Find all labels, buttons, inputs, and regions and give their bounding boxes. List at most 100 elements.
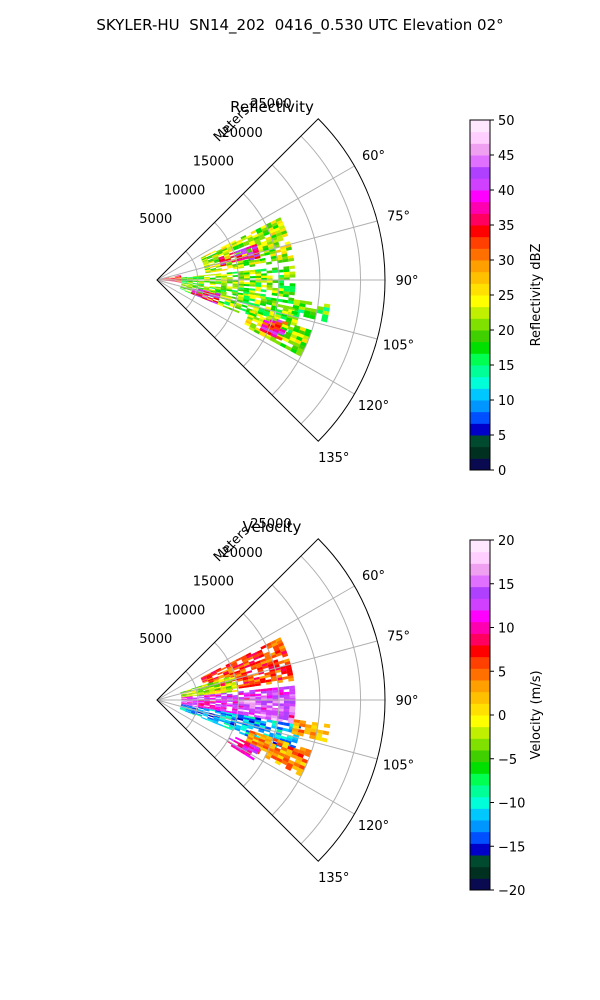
echo-cell [302, 334, 310, 341]
echo-cell [196, 291, 203, 295]
colorbar-swatch [470, 131, 490, 144]
echo-cell [163, 280, 170, 282]
echo-cell [291, 318, 298, 324]
echo-cell [243, 263, 250, 267]
echo-cell [275, 335, 283, 341]
echo-cell [264, 252, 271, 256]
echo-cell [249, 706, 256, 710]
echo-cell [187, 697, 193, 699]
echo-cell [242, 660, 249, 665]
echo-cell [281, 253, 288, 258]
echo-cell [299, 746, 307, 752]
echo-cell [298, 749, 306, 756]
echo-cell [261, 242, 268, 247]
echo-cell [249, 704, 256, 707]
echo-cell [269, 337, 276, 343]
velocity-panel: Velocity 5000 10000 15000 20000 25000 60° 75°… [139, 517, 544, 899]
echo-cell [208, 687, 215, 691]
echo-cell [209, 265, 216, 269]
echo-cell [297, 767, 304, 774]
echo-cell [266, 301, 273, 306]
echo-cell [282, 741, 290, 747]
echo-cell [294, 759, 302, 765]
echo-cell [202, 680, 209, 684]
echo-cell [180, 284, 187, 286]
echo-cell [277, 259, 284, 264]
range-tick-label: 10000 [164, 183, 205, 198]
echo-cell [291, 330, 299, 337]
echo-cell [293, 302, 300, 307]
echo-cell [192, 283, 199, 285]
echo-cell [251, 245, 258, 250]
echo-cell [263, 231, 270, 237]
echo-cell [203, 707, 210, 710]
echo-cell [243, 295, 250, 299]
echo-cell [201, 677, 207, 681]
velocity-grid [156, 538, 386, 862]
colorbar-swatch [470, 236, 490, 249]
echo-cell [285, 317, 293, 322]
echo-cell [276, 639, 283, 645]
colorbar-tick-label: −5 [498, 753, 517, 768]
echo-cell [197, 289, 204, 293]
echo-cell [209, 281, 216, 283]
echo-cell [265, 236, 272, 241]
echo-cell [169, 280, 176, 282]
echo-cell [202, 679, 208, 683]
echo-cell [263, 651, 270, 657]
echo-cell [186, 696, 193, 698]
range-tick-label: 15000 [193, 155, 234, 170]
colorbar-swatch [470, 796, 490, 809]
echo-cell [198, 288, 204, 292]
echo-cell [227, 700, 233, 702]
echo-cell [242, 720, 249, 725]
echo-cell [276, 728, 283, 734]
echo-cell [282, 757, 290, 763]
echo-cell [226, 289, 233, 292]
echo-cell [186, 693, 193, 696]
echo-cell [192, 285, 199, 288]
echo-cell [271, 712, 278, 717]
echo-cell [232, 694, 239, 698]
echo-cell [220, 262, 227, 266]
echo-cell [301, 758, 309, 764]
echo-cell [198, 282, 205, 285]
echo-cell [243, 272, 250, 275]
echo-cell [210, 250, 217, 254]
echo-cell [309, 314, 316, 320]
echo-cell [180, 693, 187, 696]
echo-cell [206, 674, 213, 679]
echo-cell [196, 686, 203, 689]
echo-cell [258, 653, 265, 659]
echo-cell [220, 688, 227, 691]
echo-cell [288, 297, 295, 302]
echo-cell [192, 693, 199, 695]
echo-cell [238, 285, 244, 288]
echo-cell [231, 683, 238, 686]
echo-cell [248, 720, 255, 724]
echo-cell [258, 309, 265, 314]
echo-cell [225, 716, 232, 720]
echo-cell [265, 735, 273, 741]
echo-cell [273, 749, 280, 755]
echo-cell [214, 292, 221, 295]
echo-cell [259, 295, 266, 300]
echo-cell [230, 681, 237, 685]
echo-cell [289, 706, 296, 710]
echo-cell [202, 294, 209, 297]
echo-cell [285, 331, 292, 337]
echo-cell [237, 717, 244, 721]
echo-cell [272, 689, 279, 693]
echo-cell [249, 708, 256, 712]
azimuth-gridline [156, 699, 378, 760]
echo-cell [201, 296, 208, 300]
echo-cell [192, 691, 198, 694]
echo-cell [246, 250, 253, 254]
echo-cell [206, 673, 212, 678]
echo-cell [261, 747, 268, 753]
echo-cell [198, 283, 205, 286]
echo-cell [209, 701, 216, 703]
echo-cell [256, 229, 263, 235]
echo-cell [218, 675, 225, 680]
echo-cell [209, 708, 215, 711]
